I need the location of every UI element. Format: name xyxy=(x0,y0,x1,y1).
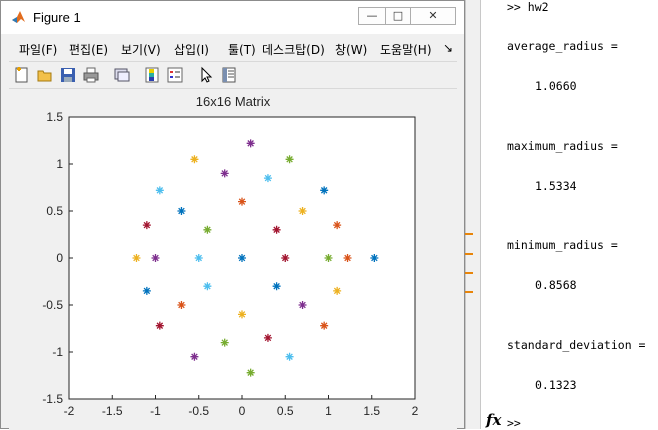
menu-overflow-icon[interactable]: ↘ xyxy=(443,41,454,55)
x-tick-label: 0.5 xyxy=(277,404,294,418)
menu-desktop[interactable]: 데스크탑(D) xyxy=(262,43,325,57)
menu-file[interactable]: 파일(F) xyxy=(19,43,58,57)
data-point xyxy=(220,338,229,347)
breakpoint-marker xyxy=(465,272,473,274)
data-point xyxy=(190,352,199,361)
data-point xyxy=(333,221,342,230)
data-point xyxy=(238,310,246,319)
data-point xyxy=(194,254,203,262)
command-line: >> hw2 xyxy=(507,0,549,14)
data-point xyxy=(142,286,151,295)
figure-canvas: -2 -1.5 -1 -0.5 0 0.5 1 1.5 2 1.5 1 0.5 0 -0.5 -1 -1.5 … xyxy=(9,89,457,430)
menu-tools[interactable]: 툴(T) xyxy=(228,43,256,57)
data-point xyxy=(220,169,229,178)
window-title: Figure 1 xyxy=(33,10,81,25)
data-point xyxy=(324,254,333,262)
y-tick-label: 0.5 xyxy=(46,204,63,218)
data-point xyxy=(343,254,352,262)
data-point xyxy=(281,254,290,262)
data-point xyxy=(285,155,294,164)
menu-help[interactable]: 도움말(H) xyxy=(380,43,432,57)
x-tick-label: 2 xyxy=(412,404,419,418)
output-variable-name: minimum_radius = xyxy=(507,238,618,252)
breakpoint-marker xyxy=(465,291,473,293)
data-point xyxy=(285,352,294,361)
data-point xyxy=(190,155,199,164)
data-point xyxy=(272,225,281,234)
link-plot-icon[interactable] xyxy=(113,66,131,84)
x-tick-label: -1 xyxy=(150,404,161,418)
open-file-icon[interactable] xyxy=(36,66,54,84)
data-point xyxy=(142,221,151,230)
pointer-icon[interactable] xyxy=(197,66,215,84)
data-point xyxy=(238,254,246,262)
x-tick-label: 0 xyxy=(239,404,246,418)
data-point xyxy=(155,186,164,195)
data-point xyxy=(320,186,329,195)
maximize-button[interactable]: □ xyxy=(385,7,411,25)
data-point xyxy=(333,286,342,295)
breakpoint-marker xyxy=(465,253,473,255)
y-tick-label: 0 xyxy=(56,251,63,265)
figure-window: Figure 1 — □ ✕ 파일(F) 편집(E) 보기(V) 삽입(I) 툴… xyxy=(0,0,465,430)
data-point xyxy=(132,254,141,262)
save-icon[interactable] xyxy=(59,66,77,84)
plot-title: 16x16 Matrix xyxy=(195,94,271,109)
scatter-plot: -2 -1.5 -1 -0.5 0 0.5 1 1.5 21.510.50-0.5-1-1.5 xyxy=(42,110,419,418)
data-point xyxy=(203,225,212,234)
output-variable-name: maximum_radius = xyxy=(507,139,618,153)
breakpoint-marker xyxy=(465,233,473,235)
x-tick-label: -0.5 xyxy=(188,404,209,418)
data-point xyxy=(246,368,255,377)
y-tick-label: -1.5 xyxy=(42,392,63,406)
function-browser-icon[interactable]: fx xyxy=(486,411,502,429)
command-window[interactable]: >> hw2 average_radius = 1.0660 maximum_r… xyxy=(482,0,658,430)
menu-insert[interactable]: 삽입(I) xyxy=(174,43,209,57)
insert-colorbar-icon[interactable] xyxy=(143,66,161,84)
data-point xyxy=(151,254,160,262)
close-button[interactable]: ✕ xyxy=(410,7,456,25)
print-icon[interactable] xyxy=(82,66,100,84)
x-tick-label: -1.5 xyxy=(102,404,123,418)
menu-window[interactable]: 창(W) xyxy=(335,43,368,57)
title-bar: Figure 1 — □ ✕ xyxy=(1,1,464,34)
data-point xyxy=(298,207,307,215)
output-variable-name: standard_deviation = xyxy=(507,338,646,352)
output-value: 1.5334 xyxy=(535,179,577,193)
y-tick-label: -1 xyxy=(52,345,63,359)
command-prompt[interactable]: >> xyxy=(507,416,521,430)
minimize-button[interactable]: — xyxy=(358,7,386,25)
menu-bar: 파일(F) 편집(E) 보기(V) 삽입(I) 툴(T) 데스크탑(D) 창(W… xyxy=(9,37,457,59)
data-point xyxy=(177,301,186,309)
data-point xyxy=(155,321,164,330)
x-tick-label: 1.5 xyxy=(363,404,380,418)
insert-legend-icon[interactable] xyxy=(166,66,184,84)
output-variable-name: average_radius = xyxy=(507,39,618,53)
y-tick-label: 1 xyxy=(56,157,63,171)
data-point xyxy=(177,207,186,215)
data-point xyxy=(238,197,246,206)
panel-separator[interactable] xyxy=(465,0,481,429)
new-figure-icon[interactable] xyxy=(13,66,31,84)
data-point xyxy=(298,301,307,309)
data-point xyxy=(320,321,329,330)
data-point xyxy=(370,254,379,262)
data-point xyxy=(272,282,281,291)
output-value: 0.1323 xyxy=(535,378,577,392)
toolbar xyxy=(9,61,457,89)
property-inspector-icon[interactable] xyxy=(220,66,238,84)
x-tick-label: 1 xyxy=(325,404,332,418)
menu-view[interactable]: 보기(V) xyxy=(121,43,161,57)
data-point xyxy=(263,174,272,183)
y-tick-label: -0.5 xyxy=(42,298,63,312)
data-point xyxy=(246,139,255,148)
matlab-logo-icon xyxy=(12,11,25,23)
y-tick-label: 1.5 xyxy=(46,110,63,124)
output-value: 1.0660 xyxy=(535,79,577,93)
data-point xyxy=(263,333,272,342)
x-tick-label: -2 xyxy=(64,404,75,418)
data-point xyxy=(203,282,212,291)
menu-edit[interactable]: 편집(E) xyxy=(69,43,109,57)
output-value: 0.8568 xyxy=(535,278,577,292)
